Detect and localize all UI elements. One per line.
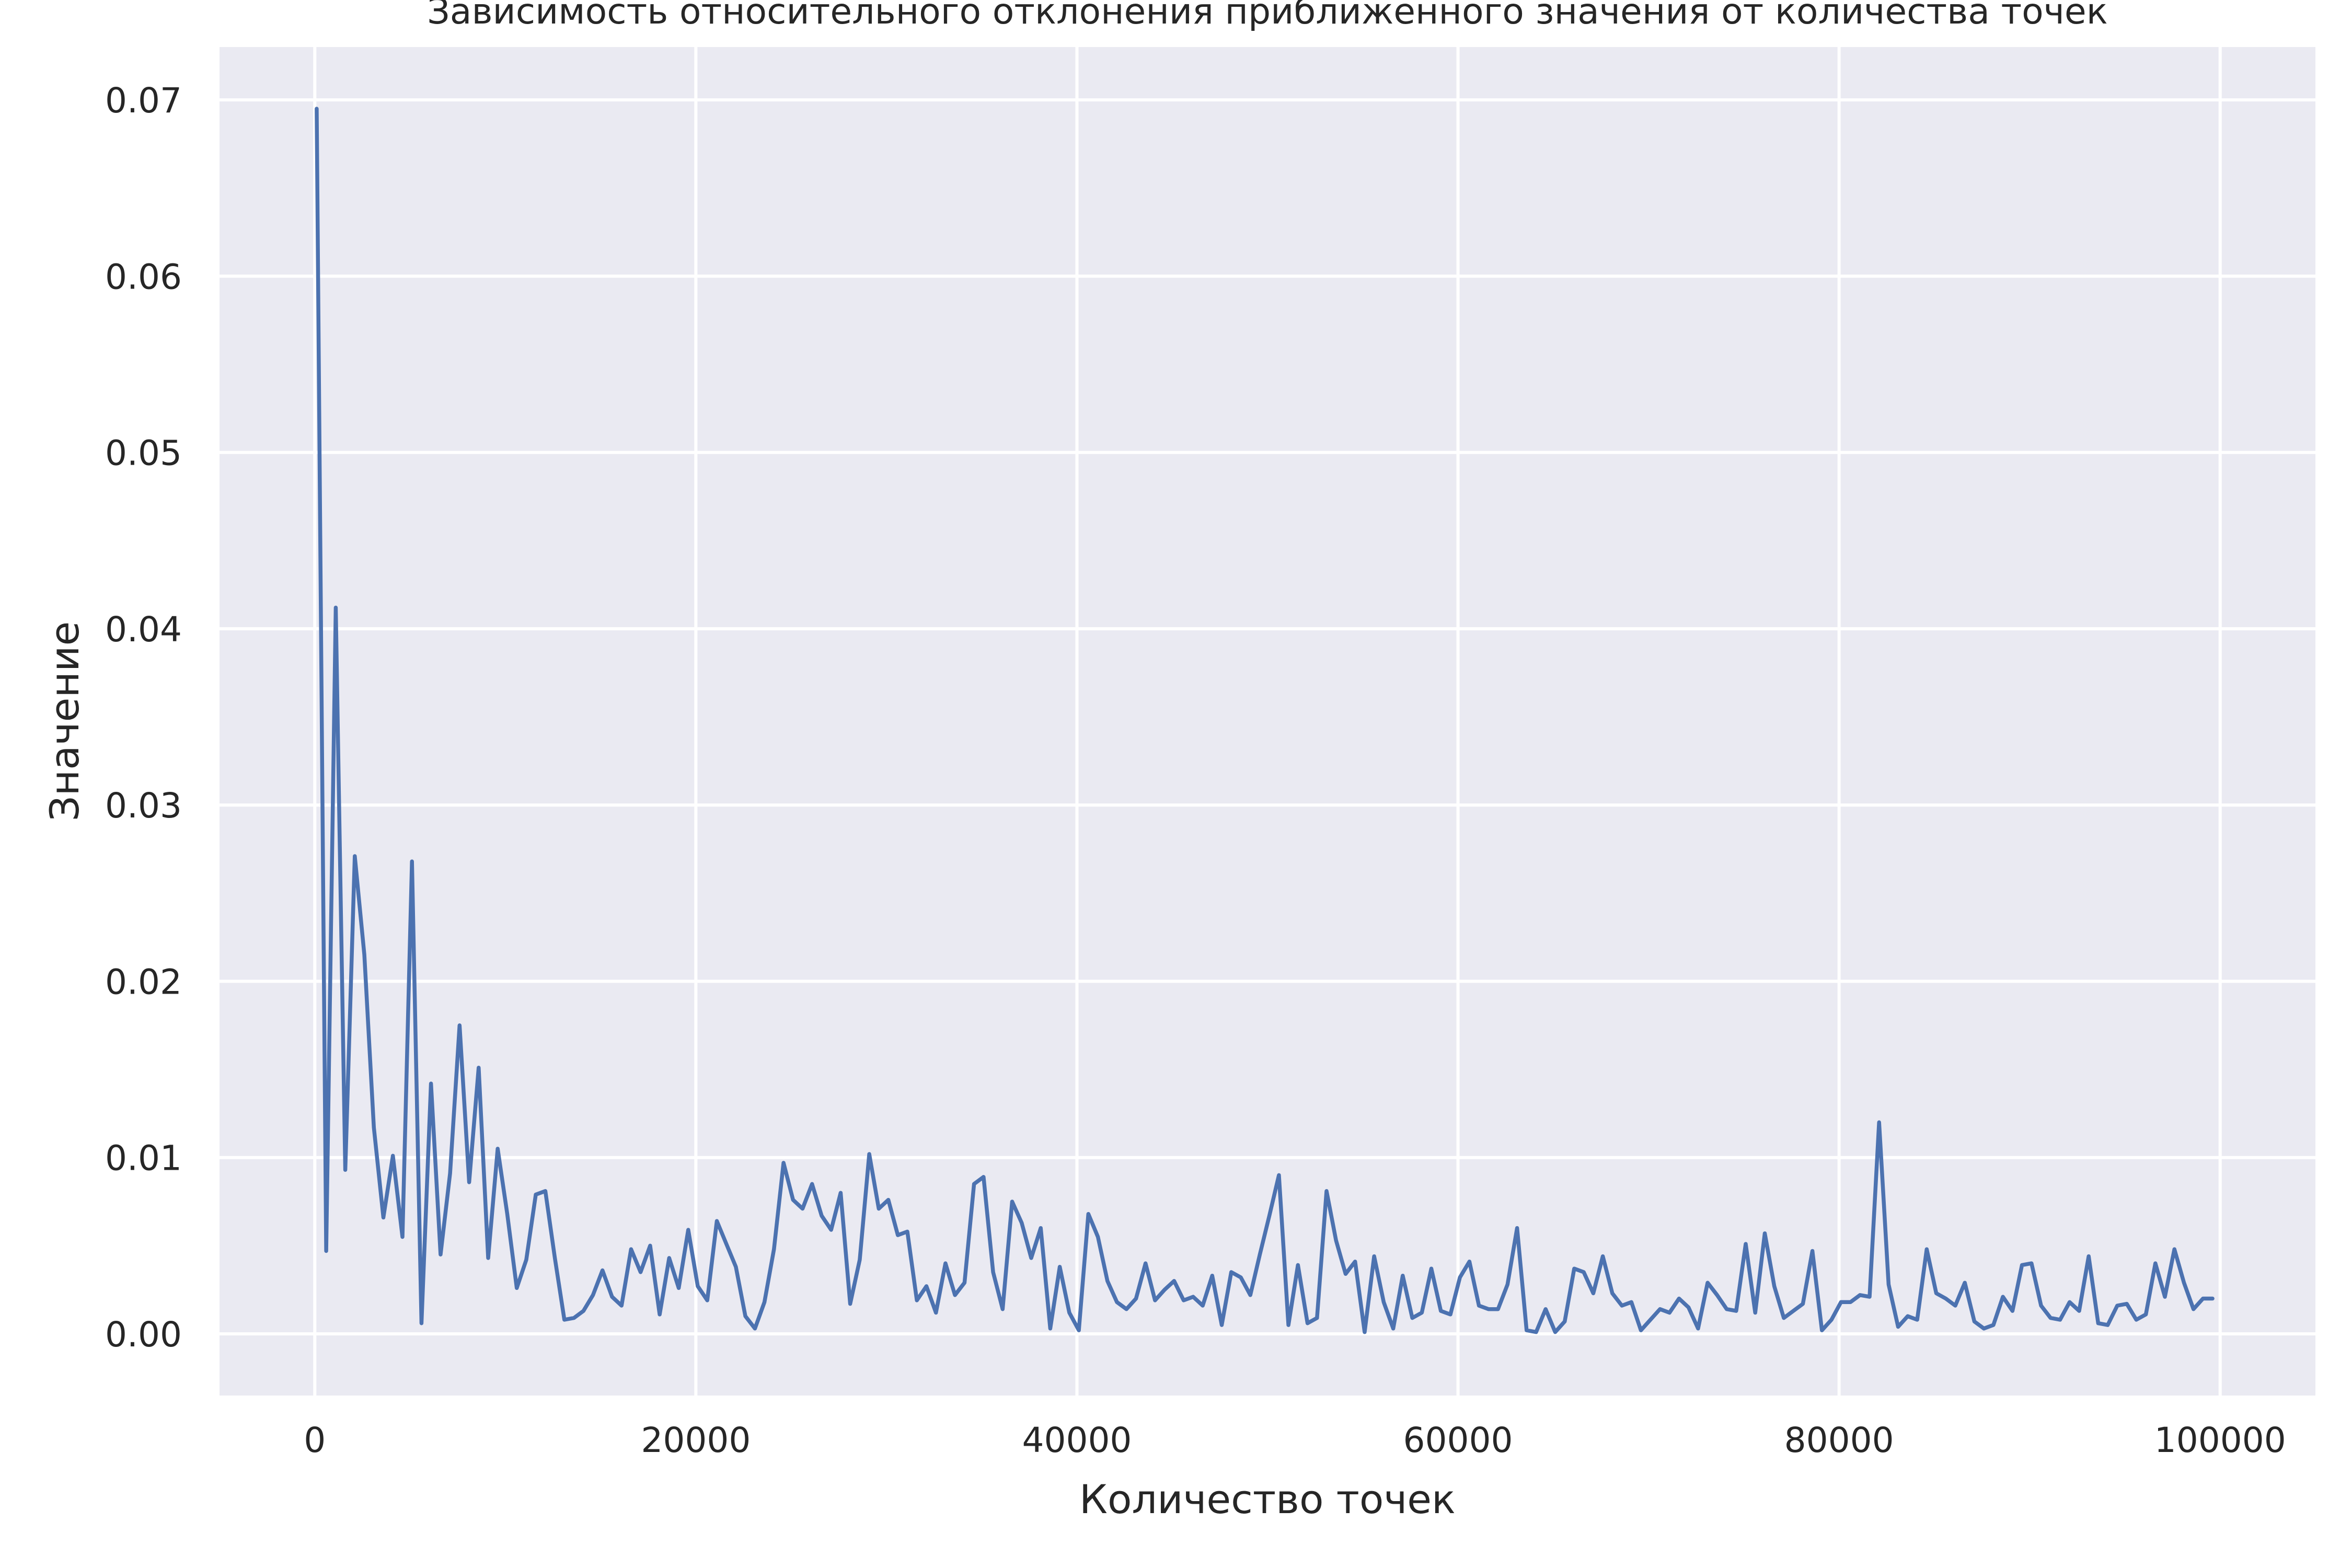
y-tick-label: 0.02 (105, 962, 182, 1002)
plot-background (220, 47, 2315, 1396)
y-tick-label: 0.00 (105, 1315, 182, 1355)
x-axis-label: Количество точек (1079, 1476, 1456, 1523)
y-tick-label: 0.07 (105, 80, 182, 121)
y-tick-label: 0.04 (105, 609, 182, 650)
x-tick-label: 40000 (1022, 1420, 1132, 1460)
y-tick-label: 0.05 (105, 433, 182, 474)
tick-labels: 0 20000 40000 60000 80000 100000 0.00 0.01 0.02 0… (105, 80, 2286, 1460)
x-tick-label: 20000 (641, 1420, 751, 1460)
series-line (315, 107, 2215, 1334)
x-tick-label: 60000 (1403, 1420, 1513, 1460)
x-tick-label: 0 (304, 1420, 326, 1460)
grid-lines (220, 47, 2315, 1396)
y-tick-label: 0.01 (105, 1138, 182, 1179)
y-axis-label: Значение (41, 621, 88, 822)
x-tick-label: 100000 (2154, 1420, 2286, 1460)
series-layer (315, 107, 2215, 1334)
chart-title: Зависимость относительного отклонения пр… (427, 0, 2108, 32)
x-tick-label: 80000 (1784, 1420, 1894, 1460)
y-tick-label: 0.06 (105, 257, 182, 297)
y-tick-label: 0.03 (105, 786, 182, 826)
